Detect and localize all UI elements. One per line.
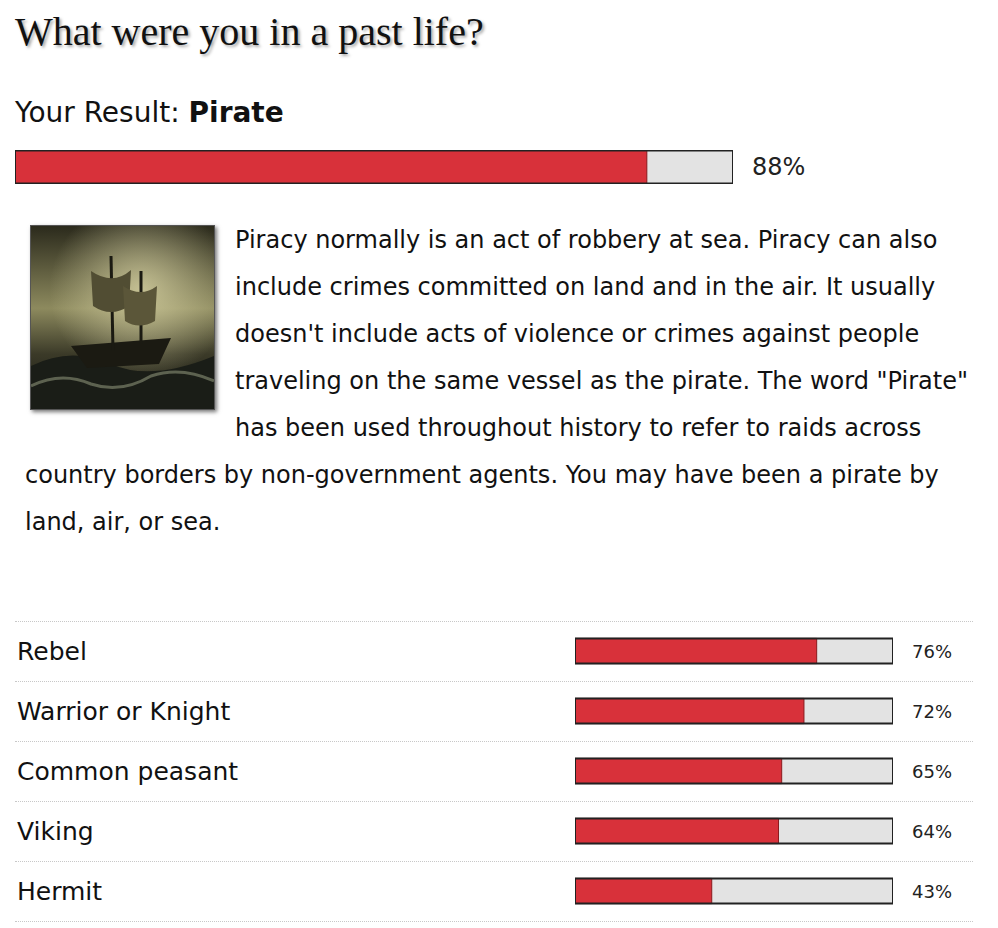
svg-text:Viking: Viking	[17, 817, 94, 846]
html-text:What were you in a past life?: What were you in a past life?	[15, 9, 484, 54]
svg-text:Warrior or Knight: Warrior or Knight	[17, 697, 230, 726]
svg-text:Hermit: Hermit	[17, 877, 102, 906]
svg-text:88%: 88%	[752, 153, 805, 181]
svg-text:64%: 64%	[912, 821, 952, 842]
svg-text:76%: 76%	[912, 641, 952, 662]
svg-text:72%: 72%	[912, 701, 952, 722]
html-text:Piracy normally is an act of r: Piracy normally is an act of robbery at …	[25, 226, 968, 536]
svg-text:43%: 43%	[912, 881, 952, 902]
svg-text:Common peasant: Common peasant	[17, 757, 238, 786]
html-text:Your Result: Pirate: Your Result: Pirate	[15, 96, 284, 129]
svg-text:Rebel: Rebel	[17, 637, 87, 666]
svg-text:65%: 65%	[912, 761, 952, 782]
